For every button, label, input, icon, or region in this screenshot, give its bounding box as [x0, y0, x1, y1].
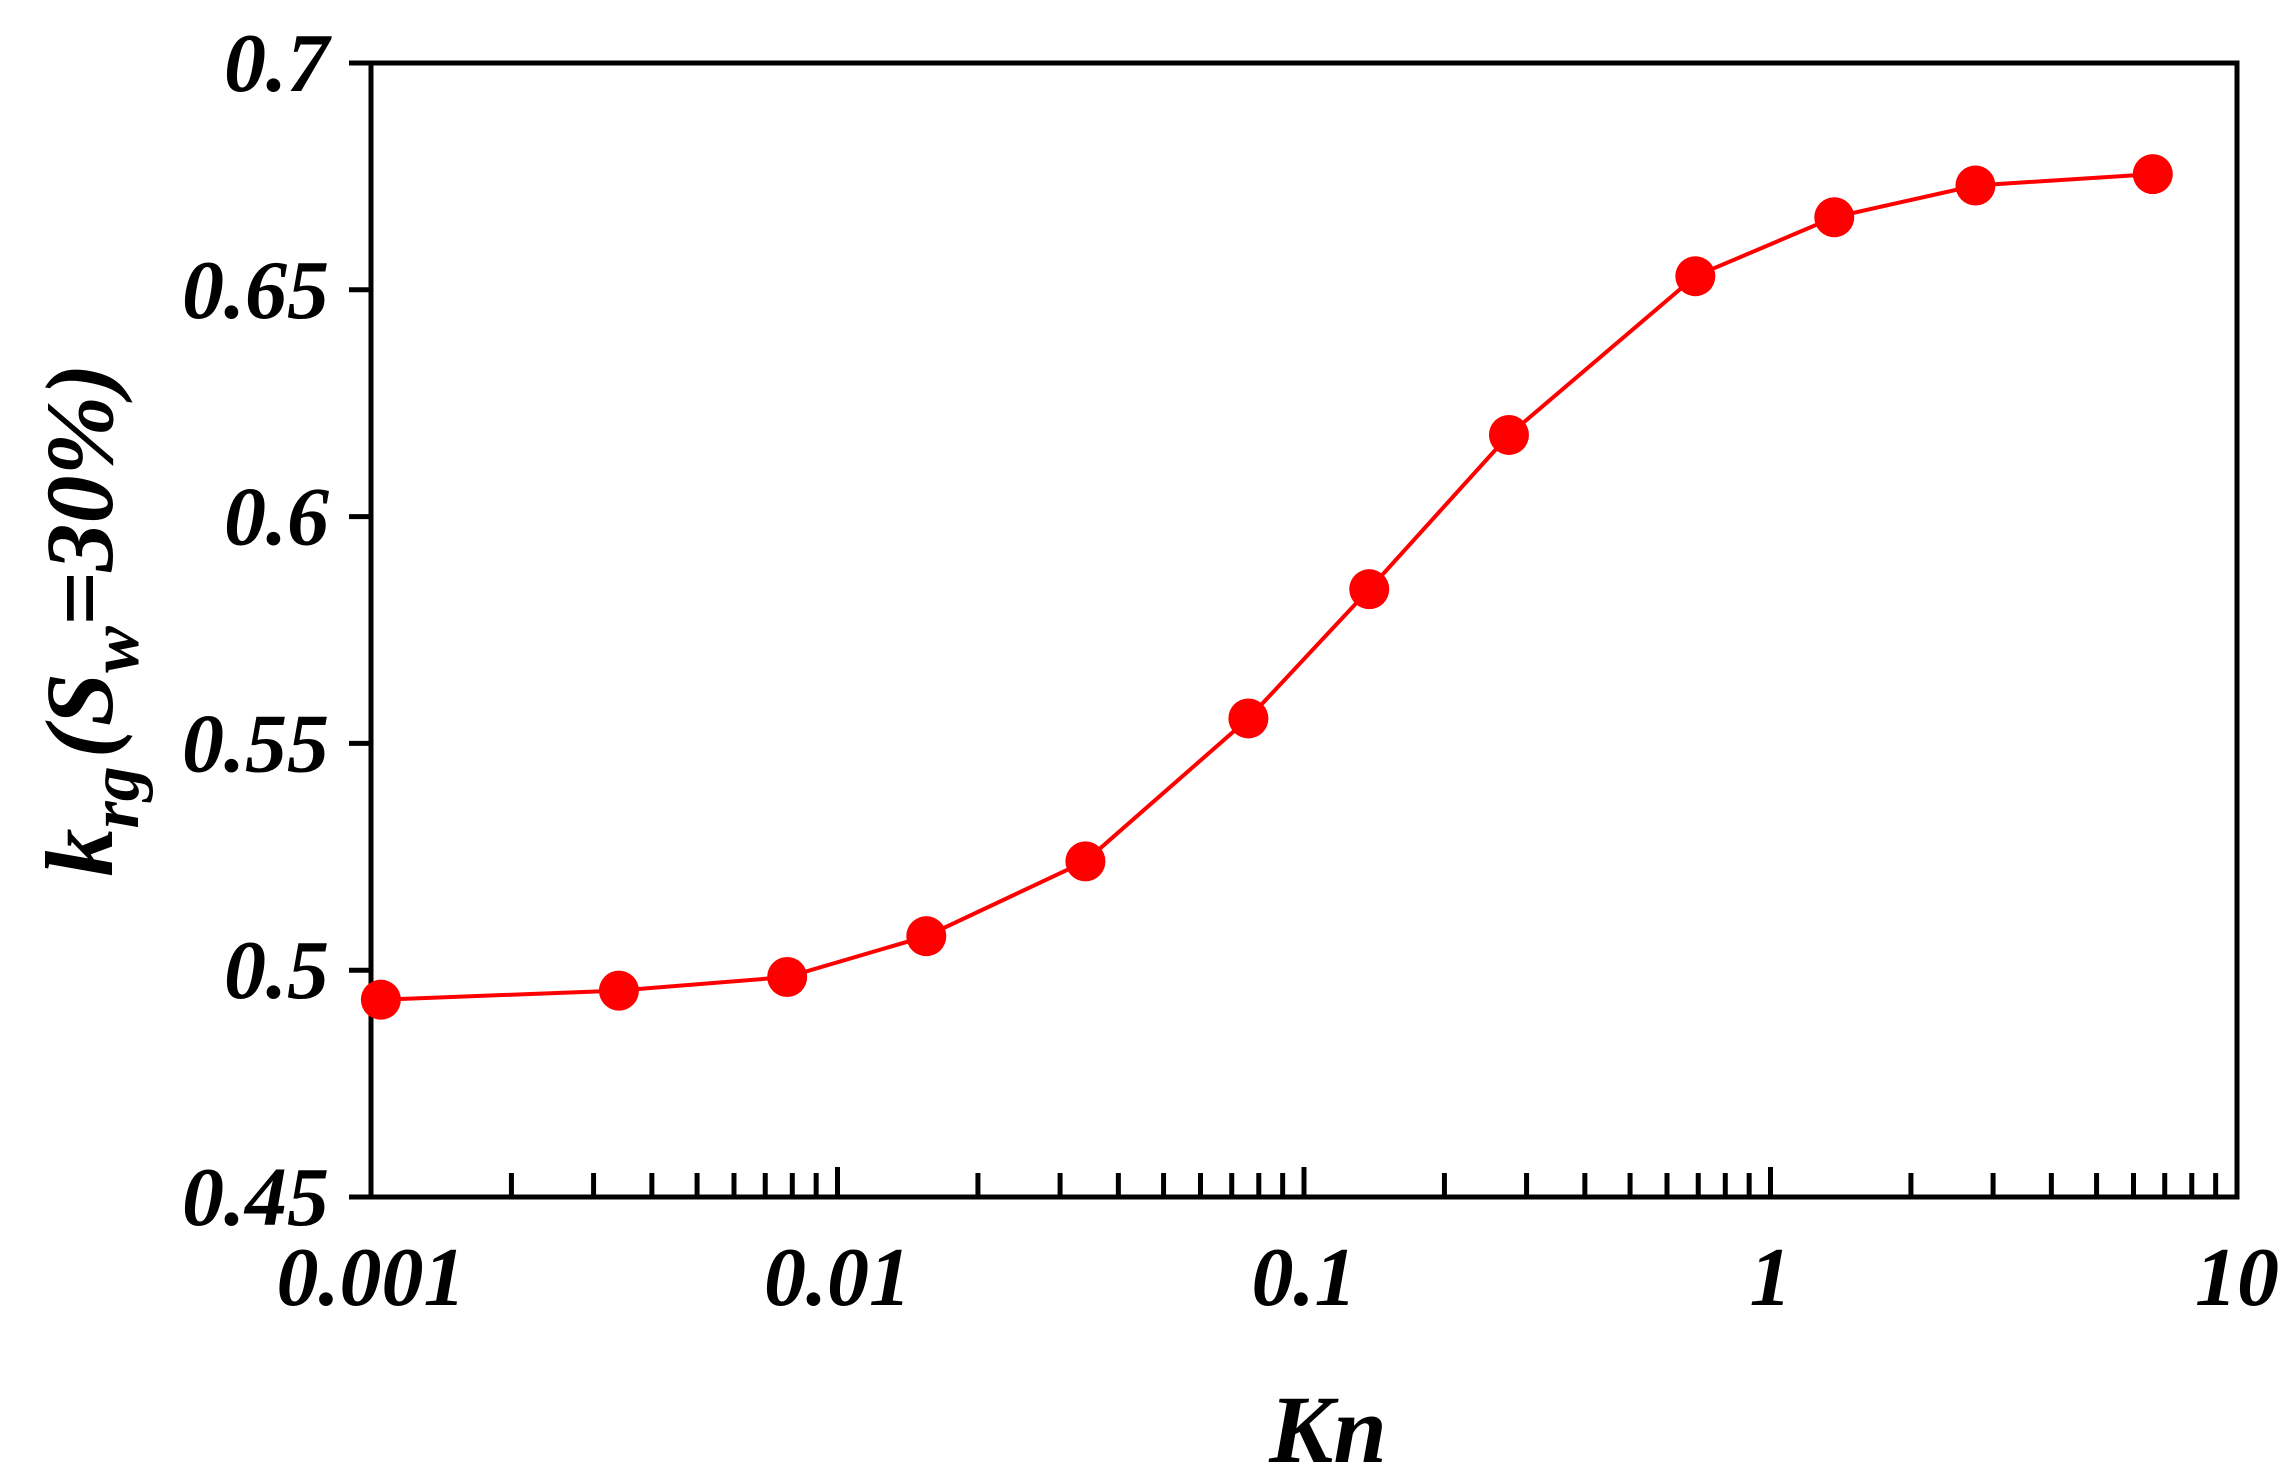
- y-tick-label: 0.6: [224, 471, 329, 564]
- x-tick-label: 0.001: [277, 1231, 466, 1324]
- x-tick-label: 0.01: [764, 1231, 911, 1324]
- y-axis: 0.45 0.5 0.55 0.6 0.65 0.7: [182, 17, 371, 1244]
- plot-area: [368, 60, 2240, 1200]
- y-axis-title-open: (S: [26, 673, 133, 758]
- y-tick-label: 0.7: [224, 17, 332, 110]
- x-tick-label: 0.1: [1252, 1231, 1357, 1324]
- data-point: [360, 979, 401, 1020]
- x-axis-title: Kn: [1268, 1376, 1386, 1476]
- x-axis: 0.001 0.01 0.1 1 10: [277, 1167, 2279, 1324]
- y-tick-label: 0.45: [182, 1151, 329, 1244]
- plot-border: [368, 60, 2240, 1200]
- data-point: [1488, 414, 1529, 455]
- x-tick-label: 1: [1750, 1231, 1792, 1324]
- data-point: [1228, 698, 1269, 739]
- y-tick-label: 0.65: [182, 244, 329, 337]
- data-point: [598, 970, 639, 1011]
- data-point: [1065, 841, 1106, 882]
- y-axis-title-k-subscript: rg: [77, 766, 154, 828]
- y-axis-title-rest: =30%): [26, 364, 133, 627]
- series-layer: [360, 154, 2173, 1020]
- y-axis-title: krg (Sw=30%): [26, 364, 154, 877]
- y-axis-title-k: k: [26, 828, 133, 876]
- data-point: [1675, 256, 1716, 297]
- y-tick-label: 0.5: [224, 924, 329, 1017]
- data-point: [1349, 569, 1390, 610]
- data-point: [1955, 165, 1996, 206]
- data-point: [2132, 154, 2173, 195]
- series-line: [380, 172, 2153, 1002]
- y-axis-title-s-subscript: w: [77, 626, 154, 673]
- y-tick-label: 0.55: [182, 697, 329, 790]
- data-point: [906, 916, 947, 957]
- x-tick-label: 10: [2195, 1231, 2279, 1324]
- data-point: [1814, 197, 1855, 238]
- data-point: [767, 957, 808, 998]
